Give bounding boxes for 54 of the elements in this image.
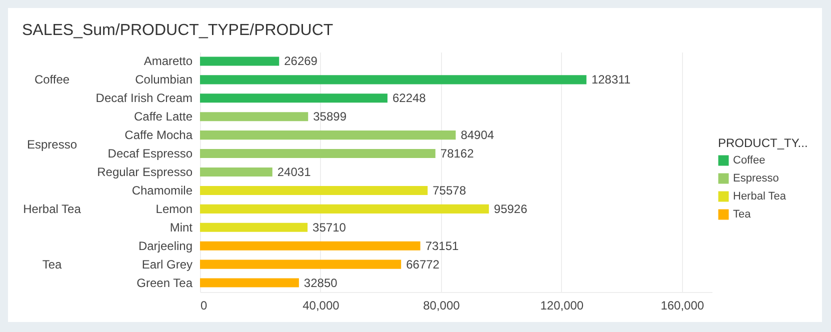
- bar: [200, 222, 308, 232]
- text: Tea: [42, 257, 62, 272]
- bar: [200, 75, 586, 84]
- y-tick-label: Decaf Espresso: [108, 146, 193, 161]
- data-label: 35710: [312, 220, 346, 234]
- bar: [200, 167, 272, 177]
- data-label: 128311: [591, 72, 631, 87]
- y-tick-label: Chamomile: [132, 183, 193, 198]
- bar: [200, 94, 388, 103]
- text: Herbal Tea: [23, 202, 81, 216]
- y-tick-label: Amaretto: [144, 54, 193, 68]
- y-tick-label: Decaf Irish Cream: [96, 91, 192, 106]
- text: Coffee: [34, 72, 70, 87]
- bar: [200, 204, 489, 214]
- data-label: 26269: [284, 54, 318, 68]
- bar: [200, 149, 436, 158]
- data-label: 66772: [406, 257, 440, 272]
- y-tick-label: Green Tea: [136, 276, 193, 290]
- chart-title: SALES_Sum/PRODUCT_TYPE/PRODUCT: [22, 22, 334, 39]
- y-tick-label: Darjeeling: [138, 238, 192, 253]
- legend-label: Herbal Tea: [733, 190, 787, 202]
- y-tick-label: Caffe Mocha: [124, 128, 193, 142]
- bar: [200, 56, 280, 66]
- text: Espresso: [26, 137, 78, 152]
- x-tick-label: 80,000: [423, 298, 460, 312]
- y-tick-label: Mint: [170, 220, 194, 234]
- x-tick-label: 0: [200, 298, 208, 312]
- legend-label: Coffee: [733, 154, 766, 166]
- bar: [200, 130, 456, 140]
- x-tick-label: 160,000: [660, 298, 704, 312]
- data-label: 84904: [460, 128, 494, 142]
- data-label: 75578: [432, 183, 466, 198]
- x-tick-label: 40,000: [302, 298, 340, 312]
- data-label: 24031: [277, 165, 312, 179]
- data-label: 95926: [494, 202, 528, 216]
- bar: [200, 260, 402, 269]
- data-label: 62248: [392, 91, 426, 106]
- y-tick-label: Columbian: [135, 72, 192, 87]
- y-tick-label: Regular Espresso: [97, 165, 193, 179]
- data-label: 73151: [425, 238, 460, 253]
- data-label: 35899: [313, 110, 347, 124]
- y-tick-label: Earl Grey: [142, 257, 192, 272]
- legend-title: PRODUCT_TY...: [718, 136, 808, 150]
- legend-label: Espresso: [733, 172, 779, 184]
- bar: [200, 278, 299, 288]
- x-tick-label: 120,000: [540, 298, 584, 312]
- bar: [200, 186, 428, 195]
- y-tick-label: Caffe Latte: [134, 110, 193, 124]
- legend-label: Tea: [733, 208, 752, 220]
- y-tick-label: Lemon: [156, 202, 192, 216]
- data-label: 78162: [440, 146, 474, 161]
- bar: [200, 112, 308, 122]
- bar: [200, 241, 420, 250]
- data-label: 32850: [304, 276, 338, 290]
